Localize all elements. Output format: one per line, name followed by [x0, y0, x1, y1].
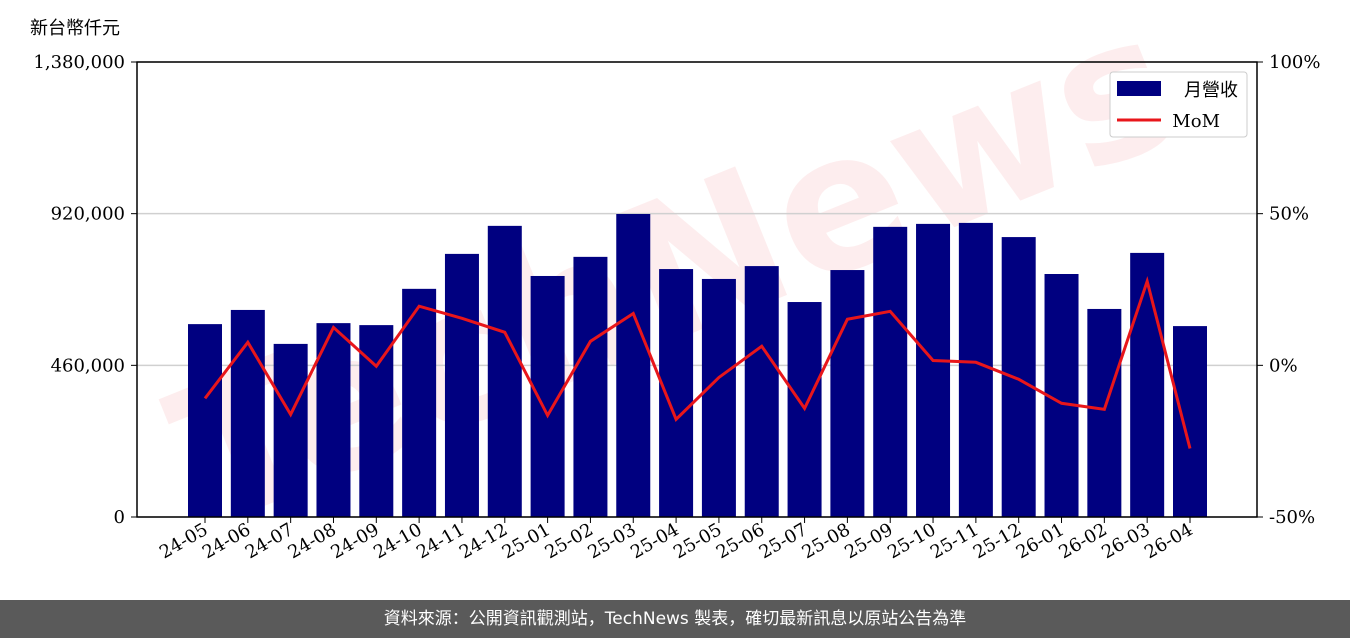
x-tick-label: 25-09 [841, 519, 896, 563]
bar [273, 343, 308, 517]
legend: 月營收 MoM [1109, 71, 1248, 138]
bar [744, 266, 779, 517]
bar [188, 324, 222, 517]
bar [958, 222, 993, 517]
bar [1130, 252, 1165, 518]
bar [916, 223, 951, 517]
bar [616, 213, 651, 517]
legend-swatch [1117, 81, 1161, 96]
bar [701, 278, 736, 517]
footer: 資料來源：公開資訊觀測站，TechNews 製表，確切最新訊息以原站公告為準 [0, 600, 1350, 638]
x-tick-label: 25-06 [713, 519, 768, 563]
bar [573, 256, 608, 517]
x-tick-label: 24-11 [413, 519, 468, 563]
bar [830, 270, 865, 517]
x-tick-label: 25-11 [927, 519, 982, 563]
bar [1087, 308, 1122, 517]
x-tick-label: 25-07 [756, 519, 811, 563]
bar [316, 323, 351, 517]
y-tick-label: 0 [114, 507, 125, 528]
x-tick-label: 25-04 [627, 519, 682, 563]
x-tick-label: 24-10 [370, 519, 425, 563]
x-tick-label: 25-01 [499, 519, 554, 563]
x-tick-label: 25-10 [884, 519, 939, 563]
x-tick-label: 25-03 [584, 519, 639, 563]
x-tick-label: 24-12 [456, 519, 511, 563]
y-tick-label: 920,000 [51, 204, 125, 225]
bar [873, 226, 908, 517]
x-tick-label: 26-04 [1141, 519, 1196, 563]
mom-line [203, 276, 1192, 449]
y-tick-label: 1,380,000 [33, 52, 125, 73]
bar [1001, 237, 1036, 517]
x-tick-label: 25-12 [970, 519, 1025, 563]
x-tick-label: 25-02 [541, 519, 596, 563]
y2-tick-label: 100% [1269, 52, 1320, 73]
x-tick-label: 24-09 [327, 519, 382, 563]
y-tick-label: 460,000 [51, 355, 125, 376]
bar [444, 253, 479, 518]
y2-tick-label: -50% [1269, 507, 1315, 528]
x-tick-label: 25-08 [798, 519, 853, 563]
x-tick-label: 25-05 [670, 519, 725, 563]
y2-tick-label: 0% [1269, 355, 1298, 376]
bar [487, 225, 522, 517]
bar [1173, 326, 1207, 517]
y-axis-label: 新台幣仟元 [30, 18, 120, 39]
plot-frame [136, 61, 1258, 518]
x-tick-label: 26-03 [1098, 519, 1153, 563]
x-tick-label: 26-01 [1013, 519, 1068, 563]
x-tick-label: 24-05 [156, 519, 211, 563]
legend-label: 月營收 [1184, 80, 1238, 101]
legend-label: MoM [1172, 111, 1220, 132]
bar [402, 288, 437, 517]
y2-tick-label: 50% [1269, 204, 1309, 225]
chart: 新台幣仟元 TechNews 0460,000920,0001,380,000-… [30, 0, 1320, 570]
x-tick-label: 26-02 [1055, 519, 1110, 563]
